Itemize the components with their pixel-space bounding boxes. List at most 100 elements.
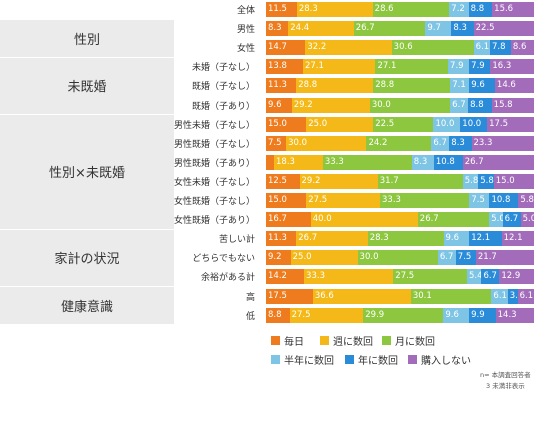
bar-segment: 5.8 [478, 173, 494, 189]
legend-item: 週に数回 [320, 333, 373, 348]
data-label: 9.6 [445, 309, 459, 320]
bar-row: 9.2 25.0 30.0 6.7 7.5 21.7 [266, 250, 534, 266]
data-label: 9.2 [268, 252, 282, 263]
data-label: 8.3 [413, 156, 428, 167]
data-label: 12.1 [471, 233, 491, 244]
data-label: 15.0 [268, 195, 287, 205]
data-label: 7.5 [457, 252, 472, 263]
group-label: 家計の状況 [0, 229, 174, 286]
bar-segment: 15.6 [492, 2, 534, 17]
bar-segment: 40.0 [310, 212, 418, 228]
bar-segment: 17.5 [487, 116, 534, 132]
data-label: 7.9 [471, 61, 485, 72]
data-label: 9.9 [471, 309, 485, 320]
bar-segment: 27.1 [375, 59, 449, 75]
bar-row: 14.7 32.2 30.6 6.1 7.8 8.6 [266, 40, 534, 56]
row-label: 既婚（子なし） [191, 82, 255, 93]
bar-segment: 5.0 [489, 212, 503, 228]
bar-segment: 6.7 [502, 212, 521, 228]
bar-segment: 6.1 [517, 288, 534, 304]
bar-row: 18.3 33.3 8.3 10.8 26.7 [266, 154, 534, 170]
legend-swatch [271, 355, 280, 364]
legend-label: 月に数回 [395, 337, 435, 348]
legend-swatch [345, 355, 354, 364]
bar-segment: 8.8 [266, 307, 290, 323]
legend-label: 半年に数回 [284, 356, 334, 367]
bar-segment: 14.7 [266, 40, 306, 56]
data-label: 11.3 [268, 80, 287, 91]
row-label: 低 [245, 311, 255, 322]
data-label: 24.4 [290, 23, 310, 34]
bar-segment: 5.0 [520, 212, 534, 228]
data-label: 7.2 [451, 4, 465, 14]
data-label: 14.6 [496, 80, 516, 91]
bar-segment: 15.0 [266, 193, 307, 208]
data-label: 6.7 [433, 137, 447, 148]
data-label: 7.8 [492, 42, 506, 53]
bar-segment: 7.9 [448, 59, 470, 75]
bar-segment: 18.3 [274, 154, 323, 170]
data-label: 11.5 [268, 4, 287, 14]
bar-segment: 3.7 [507, 288, 518, 304]
bar-segment: 23.3 [471, 135, 534, 151]
legend-swatch [271, 336, 280, 345]
bar-segment: 10.0 [433, 116, 461, 132]
data-label: 18.3 [276, 156, 295, 167]
data-label: 15.8 [493, 99, 513, 110]
data-label: 12.1 [503, 233, 523, 244]
data-label: 26.7 [464, 156, 484, 167]
legend-label: 毎日 [284, 337, 304, 348]
bar-row: 11.5 28.3 28.6 7.2 8.8 15.6 [266, 2, 534, 17]
data-label: 9.6 [268, 99, 282, 110]
bar-segment: 26.7 [462, 154, 534, 170]
legend-item: 半年に数回 [271, 352, 334, 367]
bar-segment: 28.8 [373, 78, 451, 94]
bar-segment: 5.4 [466, 269, 482, 285]
bar-segment: 10.0 [460, 116, 488, 132]
row-label: 苦しい計 [218, 235, 255, 246]
bar-segment: 7.1 [450, 78, 470, 94]
bar-segment: 7.5 [455, 250, 476, 266]
bar-segment: 22.5 [373, 116, 434, 132]
bar-segment: 33.3 [380, 193, 470, 208]
data-label: 8.8 [470, 99, 484, 110]
bar-segment: 7.2 [449, 2, 469, 17]
data-label: 30.6 [393, 42, 413, 53]
legend-swatch [382, 336, 391, 345]
bar-segment: 7.8 [490, 40, 511, 56]
data-label: 33.3 [324, 156, 344, 167]
bar-segment: 8.3 [266, 21, 289, 37]
bar-row: 15.0 25.0 22.5 10.0 10.0 17.5 [266, 116, 534, 132]
data-label: 12.5 [268, 175, 287, 186]
data-label: 30.1 [412, 290, 432, 301]
data-label: 15.0 [495, 175, 515, 186]
data-label: 22.5 [375, 118, 395, 129]
data-label: 6.1 [493, 290, 507, 301]
data-label: 14.7 [268, 42, 287, 53]
row-label: 未婚（子なし） [191, 63, 255, 74]
data-label: 5.0 [522, 214, 534, 225]
row-label: 女性 [236, 44, 255, 55]
bar-segment: 9.9 [469, 307, 496, 323]
bar-segment: 14.3 [495, 307, 534, 323]
bar-segment: 29.2 [299, 173, 378, 189]
data-label: 14.2 [268, 271, 287, 282]
bar-segment: 30.0 [286, 135, 367, 151]
bar-segment: 9.6 [443, 231, 470, 247]
data-label: 5.0 [491, 214, 503, 225]
bar-segment: 29.2 [291, 97, 370, 113]
bar-segment: 27.5 [306, 193, 380, 208]
data-label: 14.3 [497, 309, 517, 320]
legend-item: 購入しない [408, 352, 471, 367]
legend-item: 月に数回 [382, 333, 435, 348]
bar-segment: 8.8 [468, 97, 492, 113]
data-label: 30.0 [359, 252, 379, 263]
bar-segment: 27.1 [302, 59, 376, 75]
bar-segment: 25.0 [290, 250, 358, 266]
data-label: 36.6 [314, 290, 334, 301]
data-label: 3.7 [509, 290, 518, 301]
bar-segment [266, 154, 274, 170]
row-label: 既婚（子あり） [191, 101, 255, 112]
bar-segment: 16.7 [266, 212, 311, 228]
